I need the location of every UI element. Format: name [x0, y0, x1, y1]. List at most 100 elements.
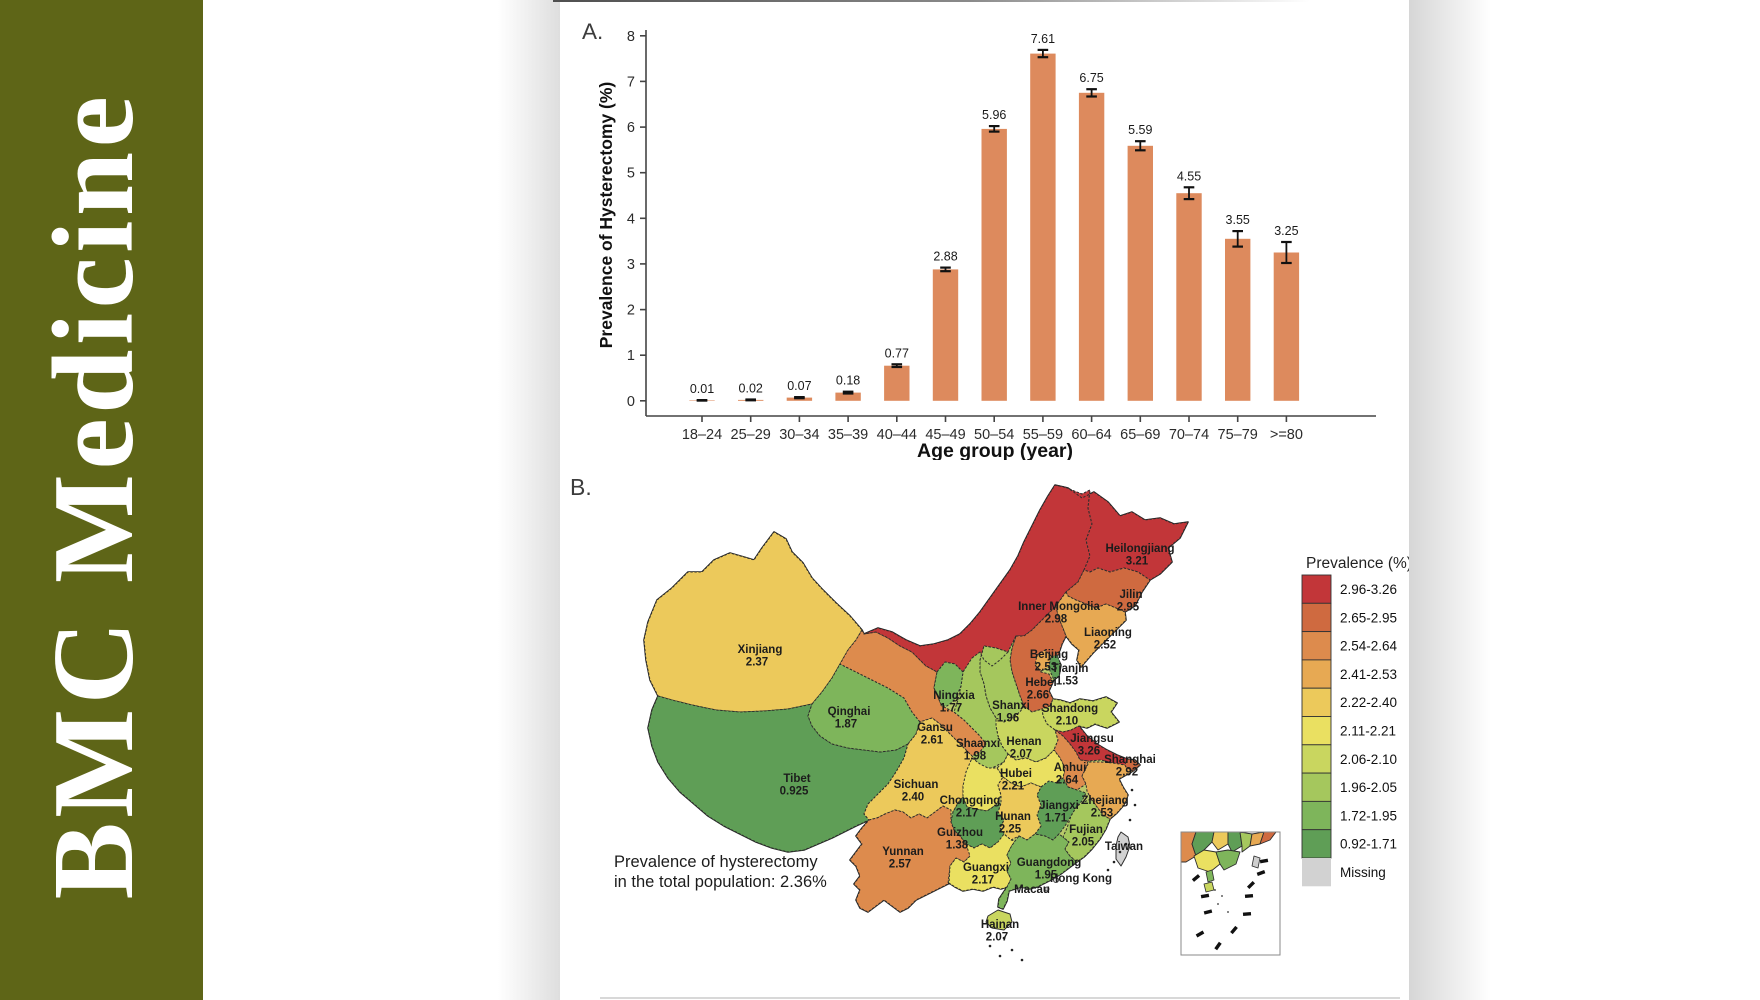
- svg-text:7.61: 7.61: [1031, 32, 1055, 46]
- svg-text:1.98: 1.98: [964, 751, 987, 763]
- svg-text:2.25: 2.25: [999, 824, 1022, 836]
- svg-text:2: 2: [627, 303, 635, 319]
- svg-text:2.21: 2.21: [1002, 781, 1025, 793]
- svg-text:>=80: >=80: [1270, 427, 1303, 443]
- svg-text:Prevalence (%): Prevalence (%): [1306, 555, 1409, 572]
- svg-text:Jilin: Jilin: [1119, 589, 1142, 601]
- svg-text:5: 5: [627, 166, 635, 182]
- svg-text:Sichuan: Sichuan: [894, 779, 939, 791]
- svg-text:Guangxi: Guangxi: [963, 862, 1009, 874]
- svg-text:Shandong: Shandong: [1042, 703, 1098, 715]
- svg-text:1.77: 1.77: [940, 703, 962, 715]
- svg-text:Missing: Missing: [1340, 865, 1386, 880]
- svg-text:Guangdong: Guangdong: [1017, 857, 1082, 869]
- svg-text:2.17: 2.17: [972, 875, 994, 887]
- svg-text:1.96-2.05: 1.96-2.05: [1340, 780, 1397, 795]
- svg-text:8: 8: [627, 29, 635, 45]
- svg-text:2.98: 2.98: [1045, 614, 1068, 626]
- svg-text:2.11-2.21: 2.11-2.21: [1340, 724, 1396, 739]
- svg-text:6.75: 6.75: [1079, 71, 1103, 85]
- svg-text:50‒54: 50‒54: [974, 427, 1014, 443]
- svg-text:Hong Kong: Hong Kong: [1050, 873, 1112, 885]
- svg-text:0.07: 0.07: [787, 379, 811, 393]
- svg-text:18‒24: 18‒24: [682, 427, 722, 443]
- svg-text:Age group (year): Age group (year): [917, 440, 1073, 460]
- svg-text:1.71: 1.71: [1045, 813, 1068, 825]
- svg-text:7: 7: [627, 74, 635, 90]
- svg-text:Ningxia: Ningxia: [933, 690, 975, 702]
- svg-text:2.53: 2.53: [1035, 662, 1057, 674]
- svg-text:1.95: 1.95: [1035, 870, 1058, 882]
- svg-text:4: 4: [627, 211, 635, 227]
- svg-text:2.65-2.95: 2.65-2.95: [1340, 610, 1397, 625]
- svg-text:Yunnan: Yunnan: [882, 846, 924, 858]
- svg-text:Shanghai: Shanghai: [1104, 754, 1156, 766]
- svg-text:45‒49: 45‒49: [925, 427, 965, 443]
- svg-text:0.18: 0.18: [836, 374, 860, 388]
- svg-text:Hubei: Hubei: [1000, 768, 1032, 780]
- svg-text:Hunan: Hunan: [995, 811, 1031, 823]
- svg-text:65‒69: 65‒69: [1120, 427, 1160, 443]
- svg-text:Tianjin: Tianjin: [1052, 663, 1089, 675]
- svg-text:Tibet: Tibet: [783, 773, 810, 785]
- svg-text:3.55: 3.55: [1226, 213, 1250, 227]
- svg-text:Gansu: Gansu: [917, 722, 953, 734]
- svg-text:1.72-1.95: 1.72-1.95: [1340, 808, 1397, 823]
- svg-text:Zhejiang: Zhejiang: [1081, 795, 1128, 807]
- svg-text:25‒29: 25‒29: [731, 427, 771, 443]
- svg-text:2.53: 2.53: [1091, 808, 1113, 820]
- svg-text:0.77: 0.77: [885, 346, 909, 360]
- svg-text:3: 3: [627, 257, 635, 273]
- svg-text:1: 1: [627, 348, 635, 364]
- svg-text:Liaoning: Liaoning: [1084, 627, 1132, 639]
- svg-text:2.52: 2.52: [1094, 640, 1116, 652]
- svg-text:2.41-2.53: 2.41-2.53: [1340, 667, 1397, 682]
- svg-text:2.07: 2.07: [986, 932, 1008, 944]
- svg-text:2.22-2.40: 2.22-2.40: [1340, 695, 1397, 710]
- svg-text:2.64: 2.64: [1056, 775, 1079, 787]
- svg-text:1.38: 1.38: [946, 840, 969, 852]
- svg-text:5.96: 5.96: [982, 108, 1006, 122]
- svg-text:A.: A.: [582, 19, 603, 44]
- svg-text:Hebei: Hebei: [1025, 677, 1056, 689]
- svg-text:Xinjiang: Xinjiang: [738, 644, 783, 656]
- svg-text:Chongqing: Chongqing: [940, 795, 1001, 807]
- svg-text:40‒44: 40‒44: [877, 427, 917, 443]
- svg-text:Henan: Henan: [1006, 736, 1041, 748]
- svg-text:2.96-3.26: 2.96-3.26: [1340, 582, 1397, 597]
- svg-text:2.92: 2.92: [1116, 767, 1138, 779]
- svg-text:2.57: 2.57: [889, 859, 911, 871]
- svg-text:2.95: 2.95: [1117, 602, 1140, 614]
- svg-text:55‒59: 55‒59: [1023, 427, 1063, 443]
- svg-text:Macau: Macau: [1014, 884, 1050, 896]
- svg-text:0.92-1.71: 0.92-1.71: [1340, 837, 1397, 852]
- svg-text:Jiangxi: Jiangxi: [1039, 800, 1079, 812]
- svg-text:60‒64: 60‒64: [1071, 427, 1111, 443]
- svg-text:1.96: 1.96: [997, 713, 1019, 725]
- svg-text:6: 6: [627, 120, 635, 136]
- svg-text:1.87: 1.87: [835, 719, 857, 731]
- svg-text:2.07: 2.07: [1010, 749, 1032, 761]
- svg-text:2.61: 2.61: [921, 735, 944, 747]
- svg-text:0.925: 0.925: [780, 786, 809, 798]
- svg-text:3.25: 3.25: [1274, 224, 1298, 238]
- svg-text:Qinghai: Qinghai: [828, 706, 871, 718]
- svg-text:2.40: 2.40: [902, 792, 924, 804]
- svg-text:Fujian: Fujian: [1069, 824, 1103, 836]
- svg-text:Prevalence of Hysterectomy (%): Prevalence of Hysterectomy (%): [596, 82, 616, 349]
- svg-text:Guizhou: Guizhou: [937, 827, 983, 839]
- svg-text:0.02: 0.02: [739, 382, 763, 396]
- svg-text:Hainan: Hainan: [981, 919, 1019, 931]
- svg-text:B.: B.: [570, 474, 592, 500]
- svg-text:75‒79: 75‒79: [1218, 427, 1258, 443]
- svg-text:2.66: 2.66: [1027, 690, 1049, 702]
- svg-text:70‒74: 70‒74: [1169, 427, 1209, 443]
- svg-text:35‒39: 35‒39: [828, 427, 868, 443]
- svg-text:0.01: 0.01: [690, 382, 714, 396]
- svg-text:3.26: 3.26: [1078, 746, 1100, 758]
- svg-text:0: 0: [627, 394, 635, 410]
- svg-text:Taiwan: Taiwan: [1105, 841, 1143, 853]
- svg-text:Inner Mongolia: Inner Mongolia: [1018, 601, 1100, 613]
- svg-text:Shanxi: Shanxi: [992, 700, 1030, 712]
- svg-text:Anhui: Anhui: [1054, 762, 1087, 774]
